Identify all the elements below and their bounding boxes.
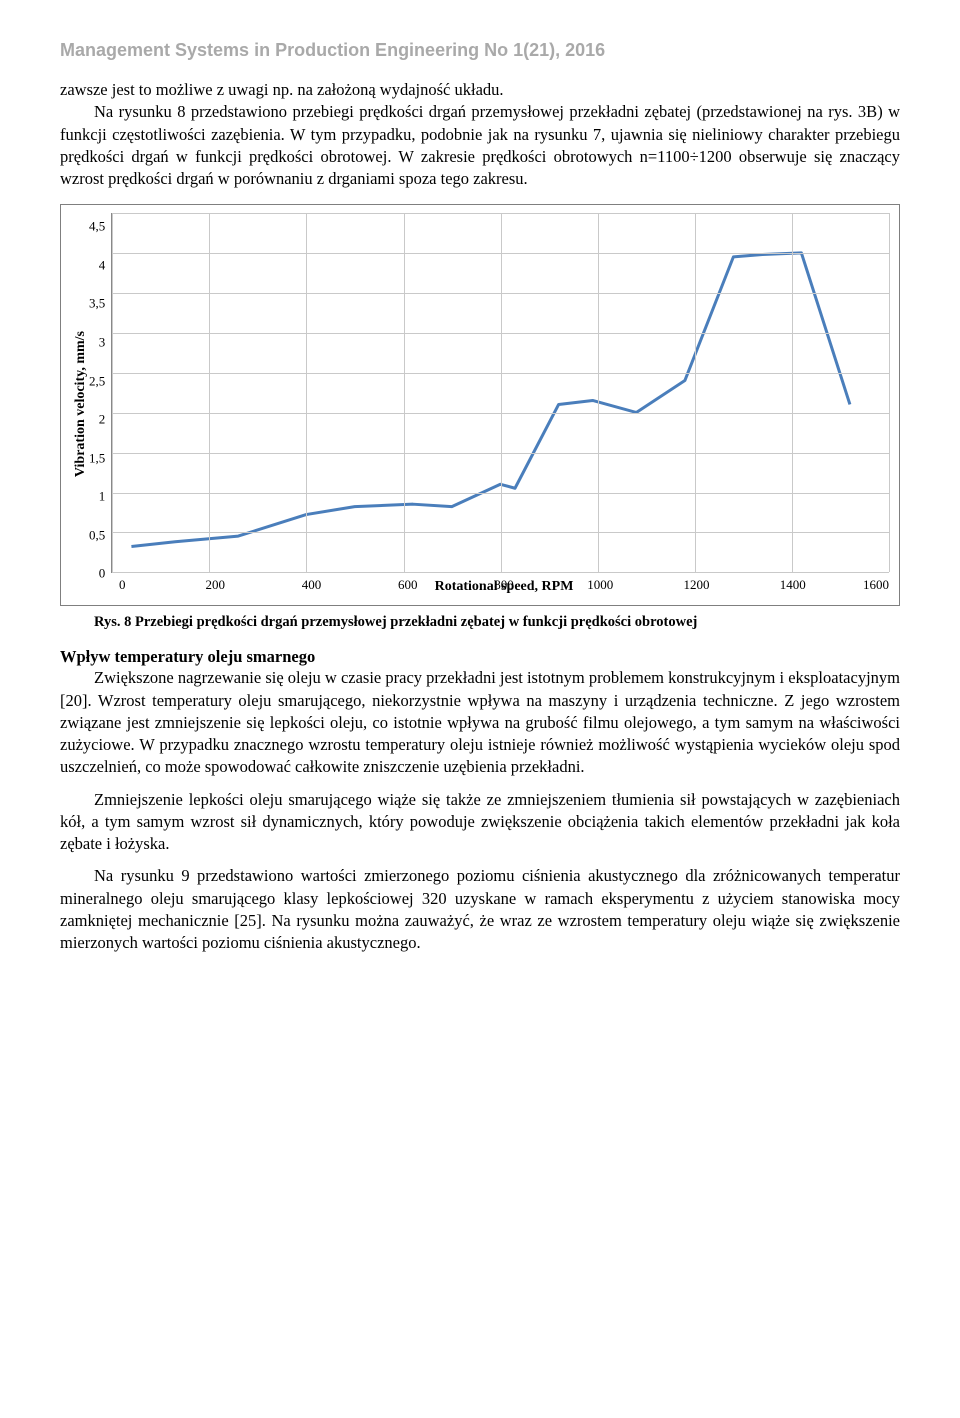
paragraph-4: Na rysunku 9 przedstawiono wartości zmie…	[60, 865, 900, 954]
para2-text: Zwiększone nagrzewanie się oleju w czasi…	[60, 668, 900, 776]
chart-y-tick: 4,5	[89, 220, 105, 233]
chart-y-tick: 4	[89, 258, 105, 271]
para1b-text: Na rysunku 8 przedstawiono przebiegi prę…	[60, 102, 900, 188]
section-heading-oil-temp: Wpływ temperatury oleju smarnego	[60, 647, 900, 667]
chart-y-tick: 3,5	[89, 297, 105, 310]
figure-8-caption: Rys. 8 Przebiegi prędkości drgań przemys…	[94, 614, 900, 631]
figure-8-chart: Vibration velocity, mm/s 4,5 4 3,5 3 2,5 2 1,5…	[60, 204, 900, 606]
chart-y-tick: 0,5	[89, 528, 105, 541]
chart-y-tick: 3	[89, 335, 105, 348]
page-header: Management Systems in Production Enginee…	[60, 40, 900, 61]
para4-text: Na rysunku 9 przedstawiono wartości zmie…	[60, 866, 900, 952]
chart-y-tick: 2	[89, 413, 105, 426]
chart-y-tick: 1,5	[89, 451, 105, 464]
para3-text: Zmniejszenie lepkości oleju smarującego …	[60, 790, 900, 854]
paragraph-3: Zmniejszenie lepkości oleju smarującego …	[60, 789, 900, 856]
paragraph-2: Zwiększone nagrzewanie się oleju w czasi…	[60, 667, 900, 778]
para1a-text: zawsze jest to możliwe z uwagi np. na za…	[60, 80, 504, 99]
chart-plot-area	[111, 213, 889, 573]
chart-y-axis-label: Vibration velocity, mm/s	[71, 331, 89, 477]
chart-y-tick: 1	[89, 490, 105, 503]
chart-y-tick: 2,5	[89, 374, 105, 387]
chart-y-tick: 0	[89, 567, 105, 580]
paragraph-1: zawsze jest to możliwe z uwagi np. na za…	[60, 79, 900, 190]
chart-y-ticks: 4,543,532,521,510,50	[89, 213, 111, 573]
